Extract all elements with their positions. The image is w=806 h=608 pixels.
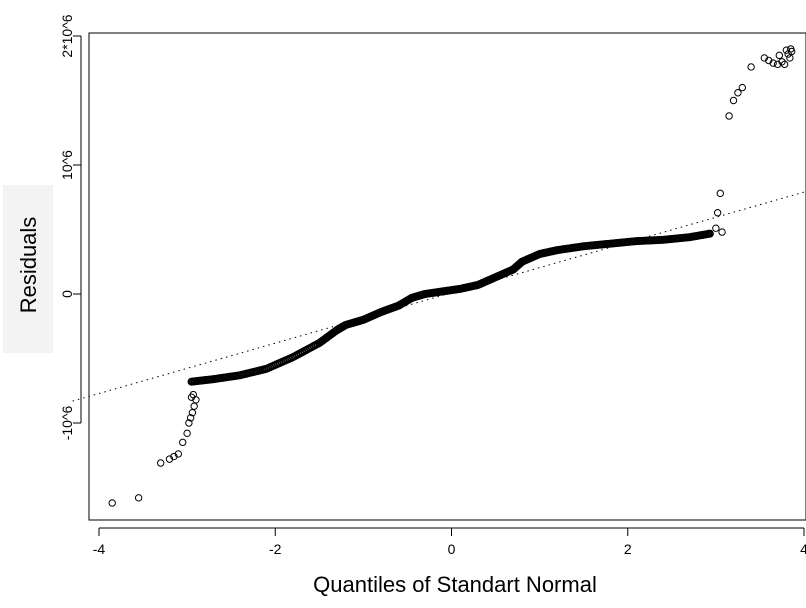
data-point: [713, 209, 722, 217]
data-point: [718, 228, 726, 236]
data-point: [716, 189, 724, 198]
x-tick-label: 4: [800, 541, 806, 557]
data-point: [787, 47, 796, 56]
plot-frame: [88, 32, 806, 521]
data-point: [778, 58, 786, 66]
data-point: [747, 63, 755, 71]
data-point: [186, 414, 195, 422]
x-tick-label: 0: [448, 541, 456, 557]
x-axis-title: Quantiles of Standart Normal: [313, 572, 597, 597]
data-point: [189, 390, 197, 399]
data-point: [738, 83, 747, 92]
y-tick-label: 2*10^6: [59, 14, 75, 57]
data-point: [725, 112, 733, 120]
y-tick-label: 10^6: [59, 150, 75, 180]
reference-line: [72, 191, 805, 402]
x-tick-label: 2: [624, 541, 632, 557]
data-point: [780, 60, 789, 69]
data-point: [734, 89, 742, 97]
y-axis-title: Residuals: [16, 217, 41, 314]
data-point: [174, 450, 183, 458]
axes: -4 -2 0 2 4 -10^6 0 10^6 2*10^6: [59, 14, 806, 557]
data-point: [712, 224, 720, 232]
data-point: [769, 59, 777, 67]
data-point: [108, 499, 116, 507]
y-tick-label: -10^6: [59, 405, 75, 440]
x-tick-label: -2: [269, 541, 282, 557]
x-tick-label: -4: [93, 541, 106, 557]
data-point: [183, 429, 191, 438]
y-axis-title-background: [3, 185, 53, 353]
data-point: [705, 229, 714, 238]
data-point: [729, 96, 738, 105]
data-point: [782, 46, 791, 54]
data-point: [775, 51, 784, 60]
data-point: [179, 438, 187, 447]
data-point: [185, 419, 193, 427]
qq-reference-line: [72, 191, 805, 402]
data-points: [108, 45, 796, 507]
y-tick-label: 0: [59, 290, 75, 298]
data-point: [156, 459, 165, 467]
data-point: [134, 494, 143, 502]
